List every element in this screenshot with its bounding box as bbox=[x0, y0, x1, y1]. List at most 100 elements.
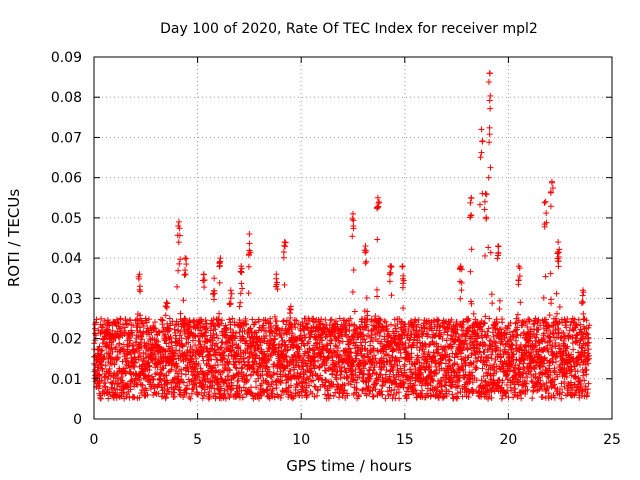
data-point bbox=[108, 344, 115, 351]
data-point bbox=[145, 316, 152, 323]
data-point bbox=[123, 393, 130, 400]
data-point bbox=[140, 349, 147, 356]
data-point bbox=[129, 342, 136, 349]
data-point bbox=[136, 341, 143, 348]
data-point bbox=[163, 394, 170, 401]
data-point bbox=[114, 354, 121, 361]
data-point bbox=[143, 319, 150, 326]
data-point bbox=[226, 316, 233, 323]
data-point bbox=[100, 321, 107, 328]
data-point bbox=[210, 296, 217, 303]
data-points bbox=[91, 70, 593, 402]
data-point bbox=[171, 393, 178, 400]
data-point bbox=[128, 354, 135, 361]
data-point bbox=[101, 317, 108, 324]
data-point bbox=[177, 310, 184, 317]
data-point bbox=[101, 354, 108, 361]
data-point bbox=[217, 345, 224, 352]
data-point bbox=[236, 303, 243, 310]
data-point bbox=[180, 297, 187, 304]
data-point bbox=[176, 260, 183, 267]
data-point bbox=[123, 383, 130, 390]
data-point bbox=[120, 347, 127, 354]
data-point bbox=[97, 395, 104, 402]
data-point bbox=[111, 385, 118, 392]
data-point bbox=[116, 340, 123, 347]
data-point bbox=[113, 372, 120, 379]
data-point bbox=[120, 341, 127, 348]
data-point bbox=[96, 373, 103, 380]
data-point bbox=[127, 316, 134, 323]
data-point bbox=[98, 315, 105, 322]
data-point bbox=[138, 345, 145, 352]
data-point bbox=[94, 367, 101, 374]
data-point bbox=[137, 353, 144, 360]
data-point bbox=[139, 382, 146, 389]
data-point bbox=[237, 290, 244, 297]
data-point bbox=[110, 338, 117, 345]
data-point bbox=[225, 353, 232, 360]
data-point bbox=[177, 256, 184, 263]
data-point bbox=[216, 310, 223, 317]
data-point bbox=[106, 391, 113, 398]
data-point bbox=[117, 316, 124, 323]
data-point bbox=[100, 356, 107, 363]
data-point bbox=[96, 382, 103, 389]
data-point bbox=[115, 392, 122, 399]
grid-lines bbox=[94, 57, 612, 419]
data-point bbox=[216, 279, 223, 286]
data-point bbox=[105, 395, 112, 402]
data-point bbox=[97, 362, 104, 369]
data-point bbox=[145, 372, 152, 379]
data-point bbox=[135, 342, 142, 349]
data-point bbox=[102, 383, 109, 390]
data-point bbox=[120, 389, 127, 396]
data-point bbox=[99, 366, 106, 373]
data-point bbox=[99, 347, 106, 354]
data-point bbox=[127, 337, 134, 344]
data-point bbox=[114, 386, 121, 393]
data-point bbox=[118, 374, 125, 381]
data-point bbox=[101, 374, 108, 381]
data-point bbox=[167, 367, 174, 374]
chart-title: Day 100 of 2020, Rate Of TEC Index for r… bbox=[160, 21, 538, 37]
data-point bbox=[109, 380, 116, 387]
data-point bbox=[280, 318, 287, 325]
data-point bbox=[245, 290, 252, 297]
data-point bbox=[140, 323, 147, 330]
data-point bbox=[141, 358, 148, 365]
data-point bbox=[117, 315, 124, 322]
data-point bbox=[93, 316, 100, 323]
data-point bbox=[273, 384, 280, 391]
data-point bbox=[99, 324, 106, 331]
data-point bbox=[119, 345, 126, 352]
data-point bbox=[175, 267, 182, 274]
data-point bbox=[104, 375, 111, 382]
data-point bbox=[148, 329, 155, 336]
data-point bbox=[98, 347, 105, 354]
data-point bbox=[218, 317, 225, 324]
data-point bbox=[237, 299, 244, 306]
data-point bbox=[140, 329, 147, 336]
data-point bbox=[164, 385, 171, 392]
data-point bbox=[196, 337, 203, 344]
data-point bbox=[121, 324, 128, 331]
data-point bbox=[136, 394, 143, 401]
data-point bbox=[146, 362, 153, 369]
data-point bbox=[108, 355, 115, 362]
data-point bbox=[123, 320, 130, 327]
data-point bbox=[96, 343, 103, 350]
data-point bbox=[130, 346, 137, 353]
data-point bbox=[145, 359, 152, 366]
data-point bbox=[236, 329, 243, 336]
data-point bbox=[109, 348, 116, 355]
data-point bbox=[143, 387, 150, 394]
data-point bbox=[111, 361, 118, 368]
data-point bbox=[98, 365, 105, 372]
data-point bbox=[127, 370, 134, 377]
data-point bbox=[108, 379, 115, 386]
data-point bbox=[144, 391, 151, 398]
data-point bbox=[92, 325, 99, 332]
data-point bbox=[142, 315, 149, 322]
